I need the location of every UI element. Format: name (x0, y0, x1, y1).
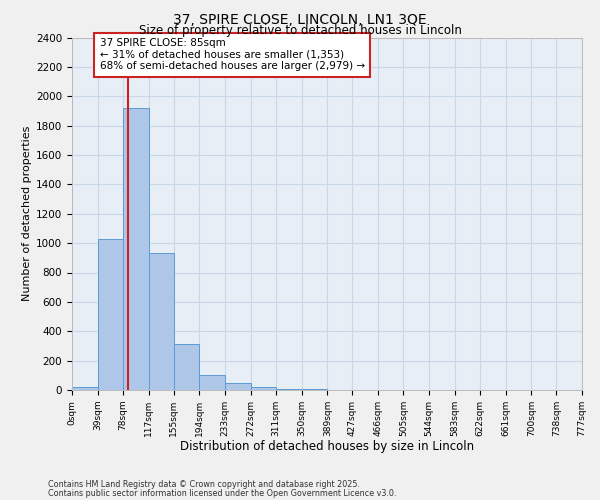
Bar (98, 238, 123, 390)
Bar (276, 388, 302, 390)
Text: 37, SPIRE CLOSE, LINCOLN, LN1 3QE: 37, SPIRE CLOSE, LINCOLN, LN1 3QE (173, 12, 427, 26)
Bar (174, 344, 199, 390)
Bar (199, 374, 225, 390)
Text: Size of property relative to detached houses in Lincoln: Size of property relative to detached ho… (139, 24, 461, 37)
Bar (225, 382, 251, 390)
Bar (72, 387, 98, 390)
Bar (251, 387, 276, 390)
X-axis label: Distribution of detached houses by size in Lincoln: Distribution of detached houses by size … (180, 440, 474, 454)
Text: Contains HM Land Registry data © Crown copyright and database right 2025.: Contains HM Land Registry data © Crown c… (48, 480, 360, 489)
Text: Contains public sector information licensed under the Open Government Licence v3: Contains public sector information licen… (48, 488, 397, 498)
Text: 37 SPIRE CLOSE: 85sqm
← 31% of detached houses are smaller (1,353)
68% of semi-d: 37 SPIRE CLOSE: 85sqm ← 31% of detached … (100, 38, 365, 72)
Y-axis label: Number of detached properties: Number of detached properties (22, 126, 32, 302)
Bar (123, 108, 149, 390)
Bar (149, 254, 174, 390)
